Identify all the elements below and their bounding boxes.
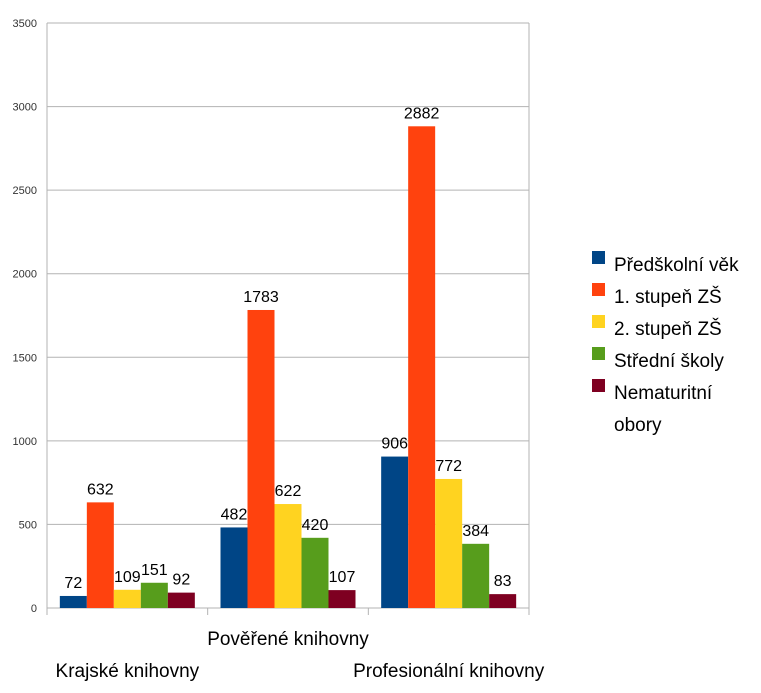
- legend-swatch: [592, 283, 605, 296]
- bar: [328, 590, 356, 608]
- y-tick-label: 1000: [13, 436, 37, 448]
- bars: [59, 126, 517, 609]
- data-label: 107: [329, 569, 356, 586]
- legend-item: 1. stupeň ZŠ: [592, 282, 757, 314]
- bar: [301, 537, 329, 608]
- legend-swatch: [592, 251, 605, 264]
- legend-swatch: [592, 379, 605, 392]
- bar: [381, 456, 409, 608]
- data-label: 151: [141, 562, 168, 579]
- data-label: 2882: [404, 105, 440, 122]
- x-axis-category-labels: Krajské knihovny Pověřené knihovny Profesi…: [56, 629, 545, 682]
- legend-swatch: [592, 315, 605, 328]
- bar: [167, 592, 195, 608]
- bar: [489, 594, 517, 608]
- legend-swatch: [592, 347, 605, 360]
- data-label: 83: [494, 573, 512, 590]
- data-label: 109: [114, 569, 141, 586]
- legend-label: 2. stupeň ZŠ: [614, 319, 722, 340]
- bar: [435, 478, 463, 608]
- data-label: 420: [302, 517, 329, 534]
- data-label: 906: [381, 436, 408, 453]
- y-tick-label: 1500: [13, 352, 37, 364]
- y-tick-label: 3500: [13, 18, 37, 30]
- bar: [408, 126, 436, 609]
- y-axis-ticks: 0 500 1000 1500 2000 2500 3000 3500: [13, 18, 37, 615]
- data-label: 384: [462, 523, 489, 540]
- data-label: 482: [221, 506, 248, 523]
- y-tick-label: 2000: [13, 269, 37, 281]
- legend-label: Střední školy: [614, 351, 724, 372]
- legend: Předškolní věk 1. stupeň ZŠ 2. stupeň ZŠ St…: [592, 250, 757, 442]
- x-category-label: Profesionální knihovny: [353, 661, 545, 682]
- y-tick-label: 3000: [13, 102, 37, 114]
- data-label: 632: [87, 481, 114, 498]
- x-category-label: Krajské knihovny: [56, 661, 200, 682]
- bar: [462, 543, 490, 608]
- y-tick-label: 500: [19, 519, 37, 531]
- bar: [247, 309, 275, 608]
- data-label: 72: [64, 575, 82, 592]
- legend-label: 1. stupeň ZŠ: [614, 287, 722, 308]
- y-tick-label: 2500: [13, 185, 37, 197]
- data-label: 772: [435, 458, 462, 475]
- bar: [220, 527, 248, 608]
- bar: [113, 589, 141, 608]
- data-label: 92: [172, 572, 190, 589]
- y-tick-label: 0: [31, 603, 37, 615]
- legend-label: Předškolní věk: [614, 255, 739, 276]
- x-category-label: Pověřené knihovny: [207, 629, 369, 650]
- data-label: 1783: [243, 289, 279, 306]
- bar: [140, 582, 168, 608]
- data-label: 622: [275, 483, 302, 500]
- legend-item: Střední školy: [592, 346, 757, 378]
- bar: [274, 504, 302, 608]
- data-labels: 72 482 906 632 1783 2882 109 622 772 151 420 384 92 1…: [64, 105, 511, 592]
- legend-label: Nematuritní obory: [614, 383, 713, 436]
- grid-lines: [46, 22, 530, 615]
- legend-item: Nematuritní obory: [592, 378, 757, 442]
- bar: [59, 595, 87, 608]
- legend-item: 2. stupeň ZŠ: [592, 314, 757, 346]
- legend-item: Předškolní věk: [592, 250, 757, 282]
- bar: [86, 502, 114, 608]
